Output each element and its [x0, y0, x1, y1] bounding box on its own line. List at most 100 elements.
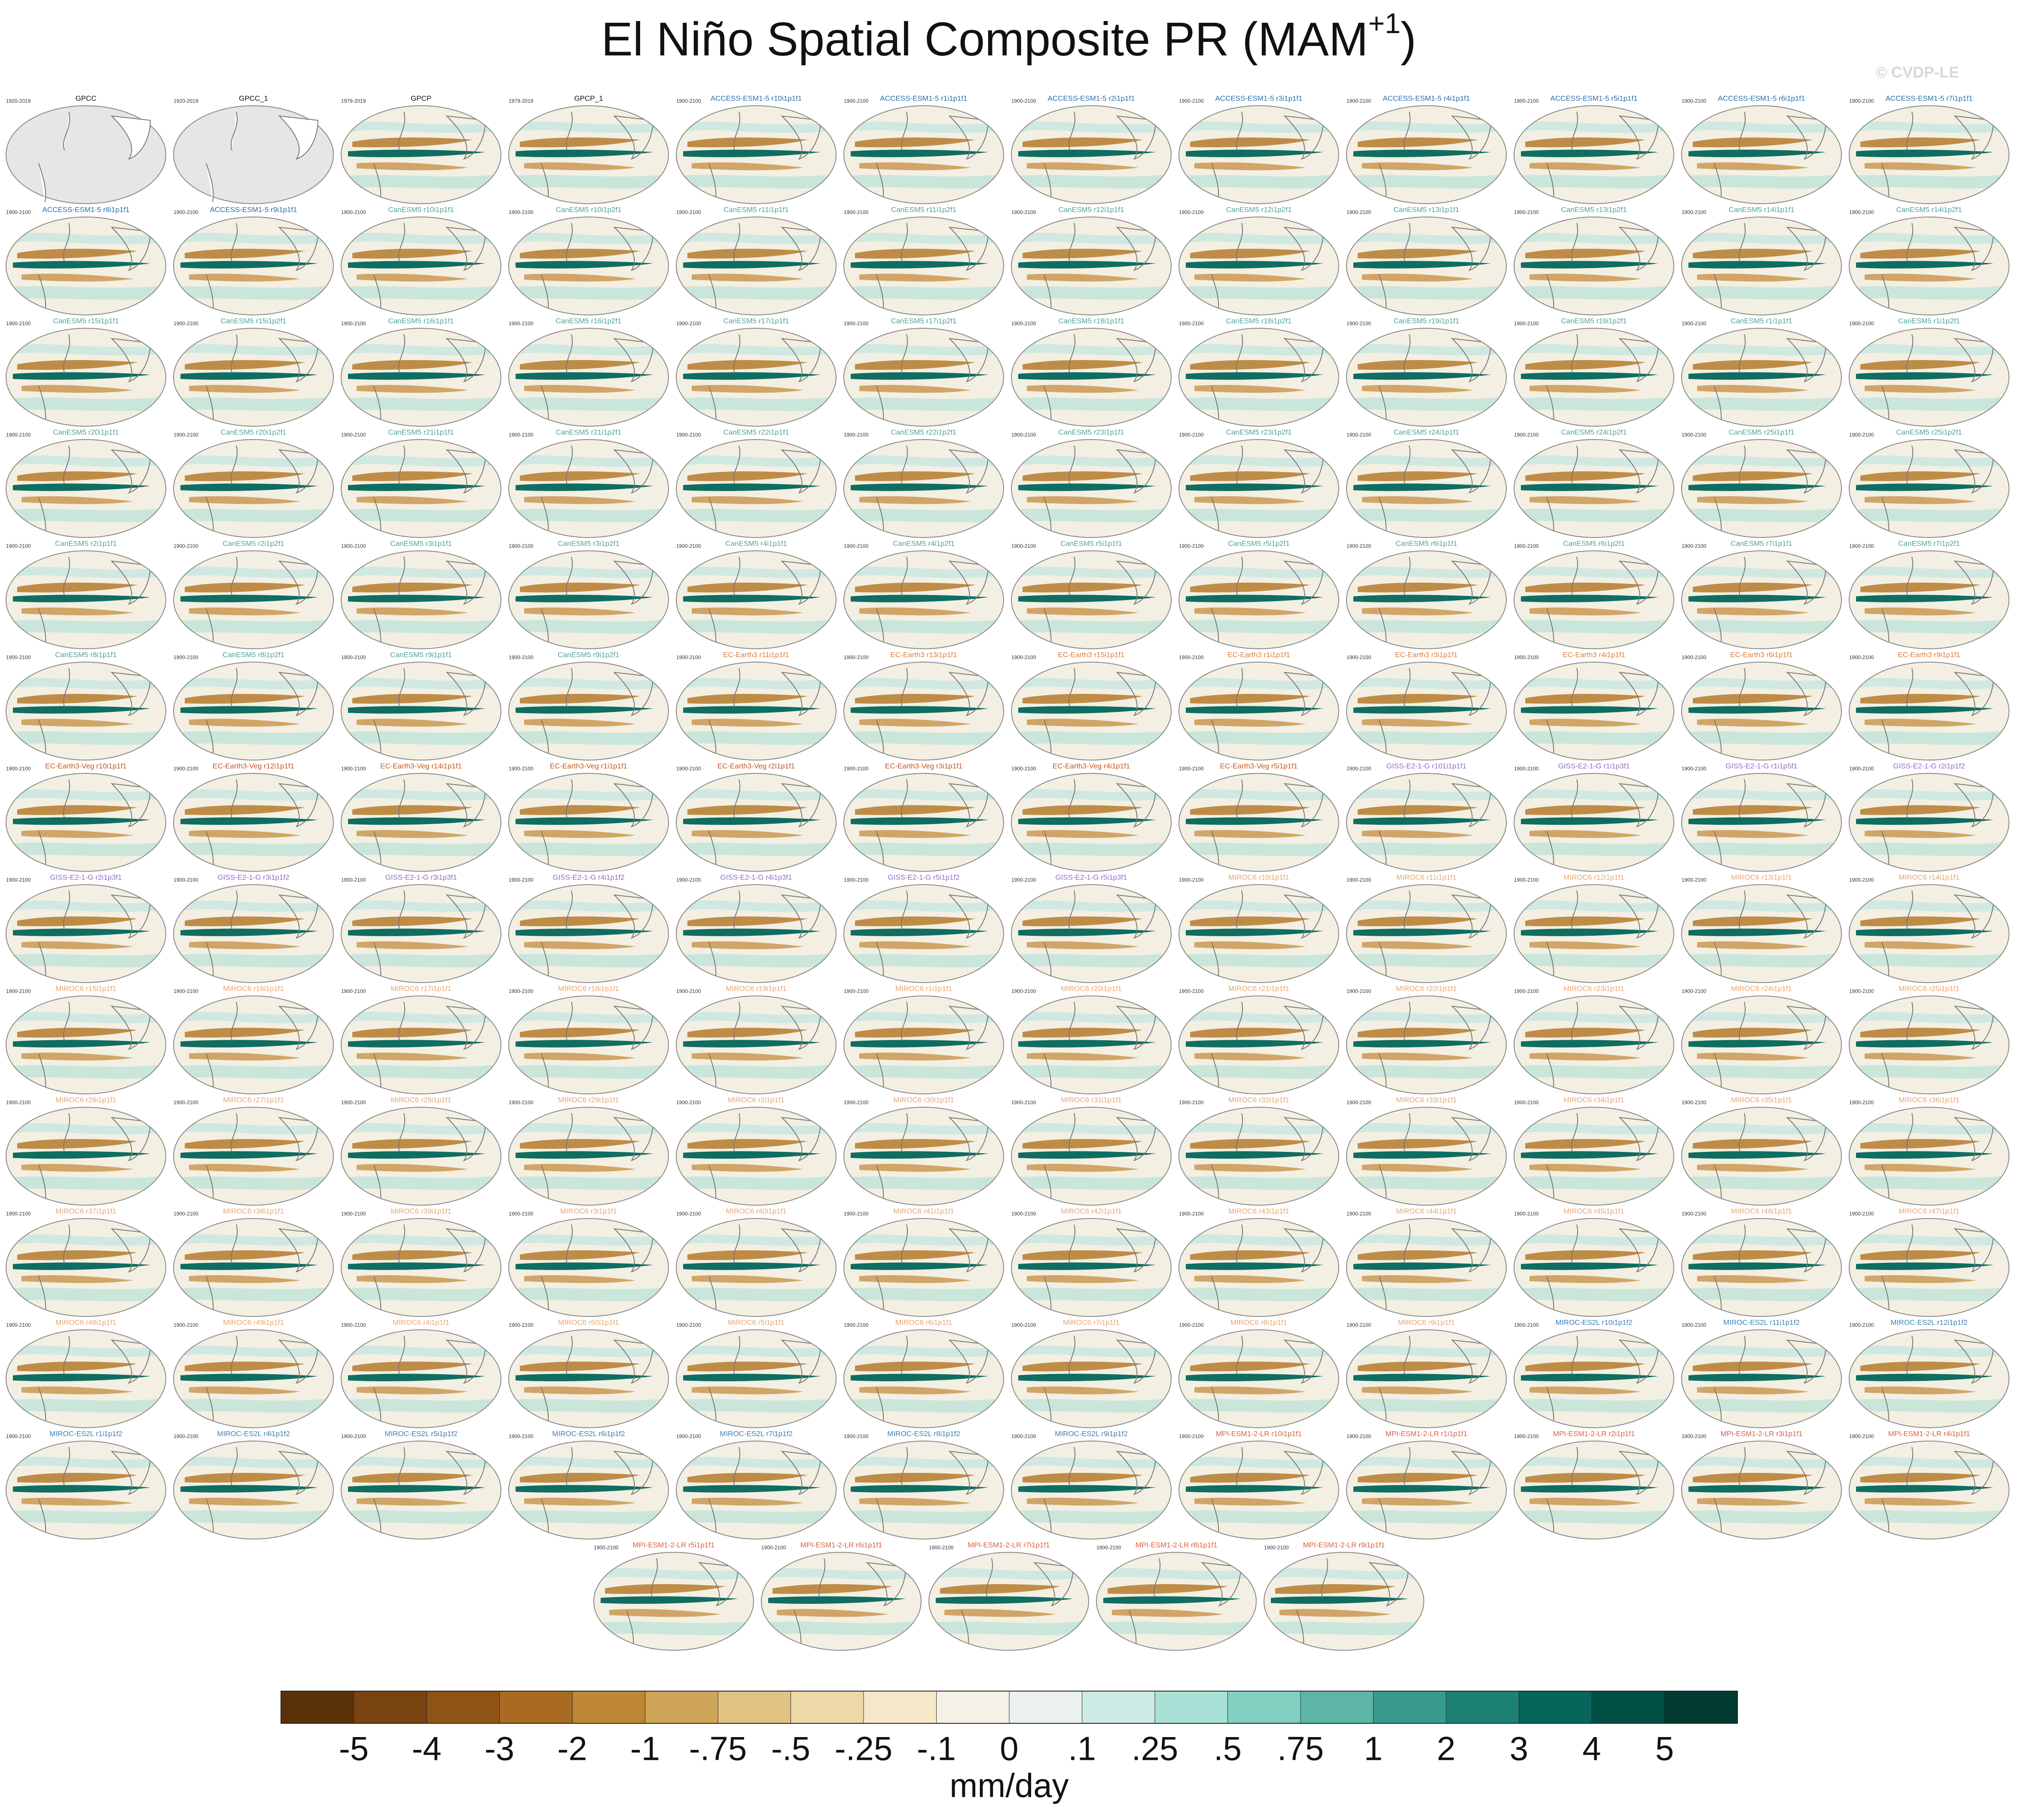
map-panel: MIROC6 r26i1p1f1 1900-2100	[6, 1096, 166, 1205]
map	[1346, 551, 1506, 649]
map-panel: MPI-ESM1-2-LR r2i1p1f1 1900-2100	[1514, 1429, 1674, 1539]
map-panel: MPI-ESM1-2-LR r8i1p1f1 1900-2100	[1096, 1541, 1256, 1650]
map	[1849, 551, 2009, 649]
panel-title: CanESM5 r22i1p1f1	[723, 428, 789, 436]
map-panel: CanESM5 r4i1p2f1 1900-2100	[844, 539, 1004, 649]
panel-title: GISS-E2-1-G r4i1p3f1	[720, 873, 792, 881]
map	[6, 1218, 166, 1316]
panel-period: 1900-2100	[174, 654, 198, 660]
panel-title: CanESM5 r18i1p1f1	[1058, 317, 1124, 325]
panel-period: 1900-2100	[1011, 766, 1036, 772]
colorbar-swatch	[791, 1691, 864, 1723]
map	[174, 1218, 333, 1316]
map	[1179, 217, 1339, 315]
panel-title: MIROC6 r22i1p1f1	[1396, 984, 1457, 992]
panel-period: 1900-2100	[1849, 543, 1874, 549]
panel-period: 1900-2100	[6, 321, 31, 327]
panel-period: 1900-2100	[844, 988, 869, 994]
panel-title: CanESM5 r18i1p2f1	[1226, 317, 1291, 325]
map-panel: CanESM5 r6i1p1f1 1900-2100	[1346, 539, 1506, 649]
panel-period: 1979-2019	[509, 98, 534, 104]
panel-period: 1900-2100	[341, 1099, 366, 1105]
map-panel: ACCESS-ESM1-5 r10i1p1f1 1900-2100	[676, 94, 836, 204]
map	[509, 440, 669, 537]
map-panel: MIROC6 r49i1p1f1 1900-2100	[174, 1318, 333, 1428]
map-panel: CanESM5 r1i1p2f1 1900-2100	[1849, 317, 2009, 426]
panel-title: CanESM5 r19i1p2f1	[1561, 317, 1627, 325]
panel-title: ACCESS-ESM1-5 r7i1p1f1	[1885, 94, 1972, 102]
panel-title: CanESM5 r2i1p2f1	[223, 539, 284, 547]
panel-period: 1900-2100	[844, 1211, 869, 1217]
map-panel: MIROC6 r41i1p1f1 1900-2100	[844, 1207, 1004, 1316]
map	[1514, 1441, 1674, 1539]
map-panel: GISS-E2-1-G r2i1p3f1 1900-2100	[6, 873, 166, 983]
map-panel: GISS-E2-1-G r4i1p1f2 1900-2100	[509, 873, 669, 983]
panel-title: ACCESS-ESM1-5 r9i1p1f1	[210, 205, 297, 214]
panel-period: 1900-2100	[341, 1322, 366, 1328]
map	[844, 1218, 1004, 1316]
panel-period: 1900-2100	[1011, 543, 1036, 549]
panel-title: MIROC6 r36i1p1f1	[1899, 1096, 1960, 1104]
panel-period: 1900-2100	[1514, 988, 1539, 994]
map-panel: MIROC6 r3i1p1f1 1900-2100	[509, 1207, 669, 1316]
panel-period: 1900-2100	[509, 1099, 534, 1105]
map-panel: ACCESS-ESM1-5 r1i1p1f1 1900-2100	[844, 94, 1004, 204]
panel-title: MIROC6 r29i1p1f1	[558, 1096, 619, 1104]
panel-title: EC-Earth3 r11i1p1f1	[723, 650, 789, 659]
panel-title: CanESM5 r20i1p2f1	[220, 428, 286, 436]
map	[174, 217, 333, 315]
map	[341, 1441, 501, 1539]
map	[844, 217, 1004, 315]
panel-period: 1900-2100	[6, 988, 31, 994]
map-panel: MPI-ESM1-2-LR r1i1p1f1 1900-2100	[1346, 1429, 1506, 1539]
map	[1346, 1330, 1506, 1428]
map-panel: GISS-E2-1-G r5i1p1f2 1900-2100	[844, 873, 1004, 983]
map-panel: GPCC 1920-2019	[6, 94, 166, 204]
panel-period: 1900-2100	[1514, 877, 1539, 883]
panel-title: MPI-ESM1-2-LR r6i1p1f1	[800, 1541, 882, 1549]
panel-period: 1900-2100	[509, 1322, 534, 1328]
panel-period: 1900-2100	[676, 1211, 701, 1217]
panel-title: MIROC6 r18i1p1f1	[558, 984, 619, 992]
panel-period: 1900-2100	[1514, 1433, 1539, 1439]
panel-period: 1900-2100	[1682, 1433, 1707, 1439]
map-panel: MIROC6 r31i1p1f1 1900-2100	[1011, 1096, 1171, 1205]
panel-period: 1900-2100	[1179, 321, 1204, 327]
panel-period: 1900-2100	[341, 1211, 366, 1217]
panel-period: 1900-2100	[1179, 877, 1204, 883]
map-panel: ACCESS-ESM1-5 r9i1p1f1 1900-2100	[174, 205, 333, 315]
panel-period: 1900-2100	[1179, 1322, 1204, 1328]
panel-period: 1900-2100	[1096, 1545, 1121, 1551]
map-panel: MIROC6 r27i1p1f1 1900-2100	[174, 1096, 333, 1205]
panel-period: 1900-2100	[1849, 654, 1874, 660]
panel-title: MIROC6 r10i1p1f1	[1228, 873, 1289, 881]
map-panel: GPCP 1979-2019	[341, 94, 501, 204]
map-panel: MIROC6 r46i1p1f1 1900-2100	[1682, 1207, 1841, 1316]
panel-period: 1900-2100	[6, 1433, 31, 1439]
map	[174, 662, 333, 760]
panel-title: MIROC6 r44i1p1f1	[1396, 1207, 1457, 1215]
panel-title: GISS-E2-1-G r2i1p1f2	[1893, 762, 1965, 770]
map	[1011, 1441, 1171, 1539]
map-panel: MIROC6 r47i1p1f1 1900-2100	[1849, 1207, 2009, 1316]
colorbar-label: .5	[1214, 1730, 1242, 1768]
map	[676, 328, 836, 426]
map-panel: MIROC6 r18i1p1f1 1900-2100	[509, 984, 669, 1094]
panel-title: CanESM5 r12i1p2f1	[1226, 205, 1291, 214]
map	[174, 773, 333, 871]
panel-title: MIROC-ES2L r10i1p1f2	[1556, 1318, 1633, 1326]
panel-period: 1900-2100	[341, 654, 366, 660]
map-panel: CanESM5 r22i1p1f1 1900-2100	[676, 428, 836, 537]
panel-title: CanESM5 r17i1p2f1	[891, 317, 956, 325]
panel-title: CanESM5 r24i1p1f1	[1393, 428, 1459, 436]
map-panel: MIROC6 r16i1p1f1 1900-2100	[174, 984, 333, 1094]
title-main: El Niño Spatial Composite PR (MAM	[601, 13, 1368, 66]
panel-title: MIROC-ES2L r5i1p1f2	[385, 1429, 457, 1438]
panel-period: 1900-2100	[509, 988, 534, 994]
map-panel: CanESM5 r15i1p1f1 1900-2100	[6, 317, 166, 426]
map-panel: MIROC6 r14i1p1f1 1900-2100	[1849, 873, 2009, 983]
panel-period: 1900-2100	[676, 321, 701, 327]
map	[341, 885, 501, 983]
panel-title: MIROC-ES2L r12i1p1f2	[1891, 1318, 1968, 1326]
panel-period: 1900-2100	[676, 432, 701, 438]
